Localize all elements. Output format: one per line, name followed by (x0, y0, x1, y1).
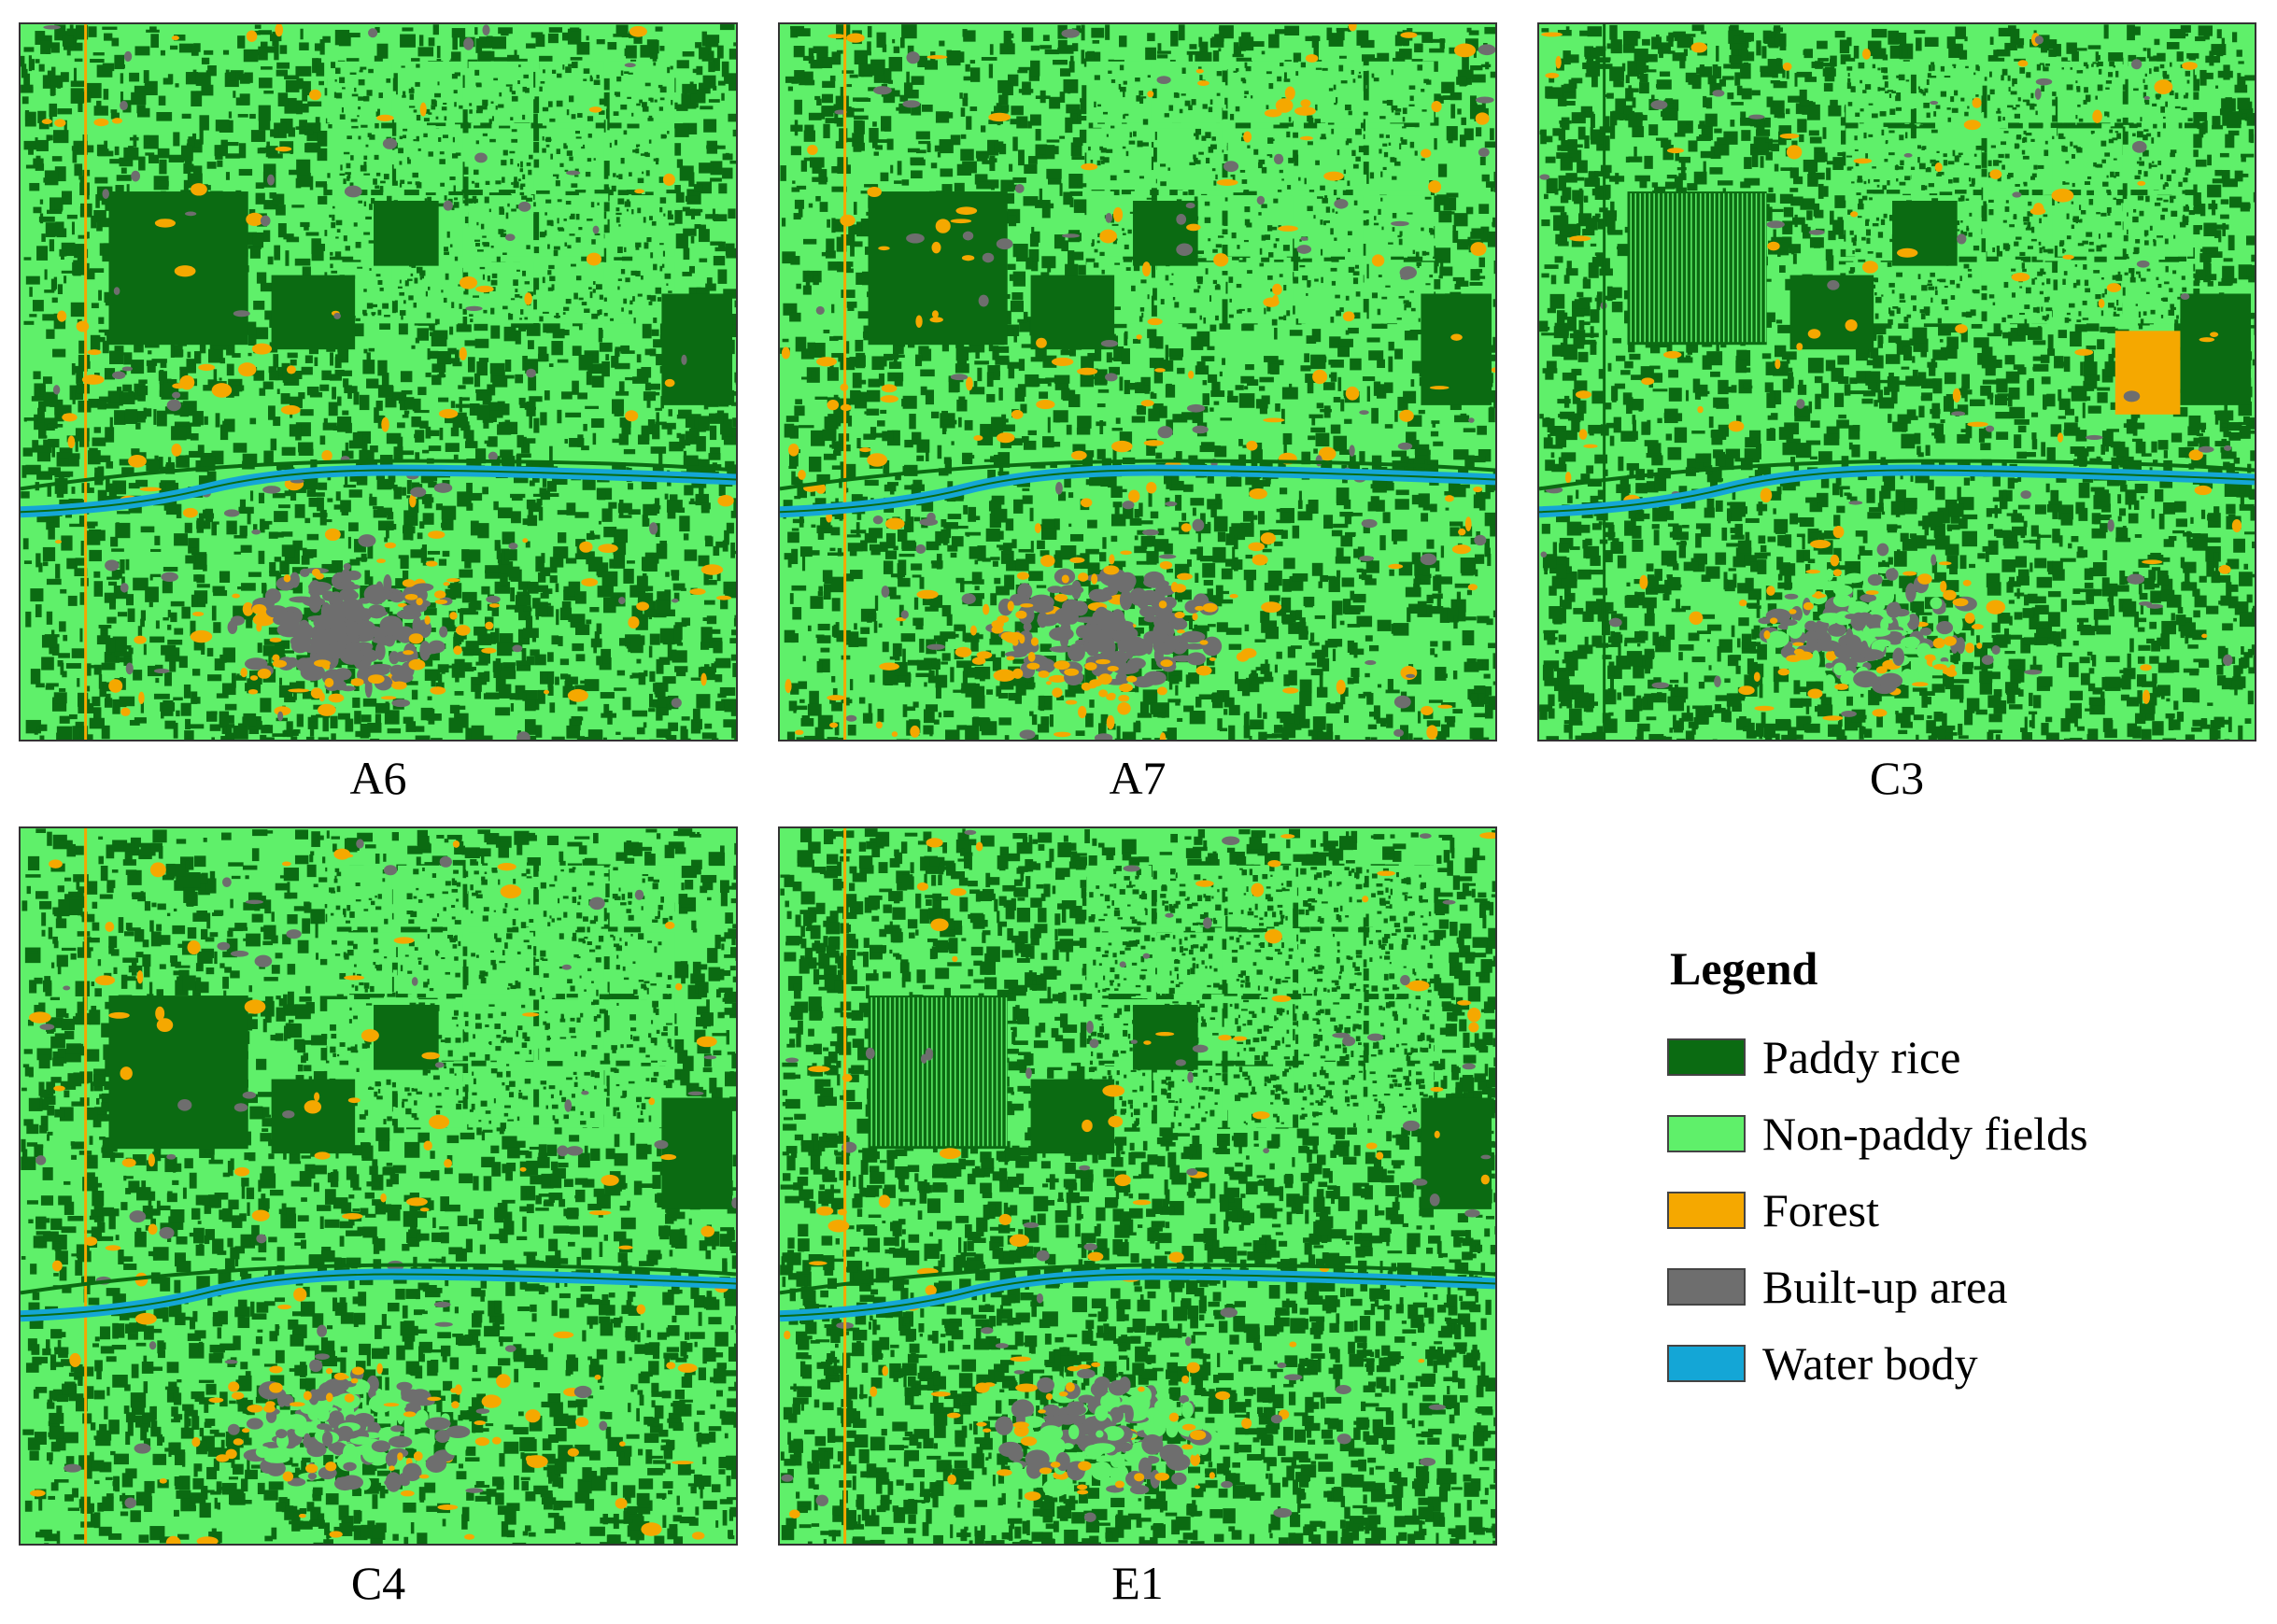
map-panel-a6 (19, 22, 738, 741)
legend-swatch-forest (1667, 1192, 1746, 1229)
map-label-e1: E1 (1111, 1557, 1164, 1609)
legend-title: Legend (1670, 942, 1818, 995)
classification-map-a6 (21, 24, 736, 740)
map-legend: Legend Paddy rice Non-paddy fields Fores… (1667, 943, 2088, 1402)
classification-map-e1 (780, 828, 1495, 1544)
legend-item-forest: Forest (1667, 1172, 2088, 1249)
map-panel-a7 (778, 22, 1497, 741)
legend-item-built-up-area: Built-up area (1667, 1249, 2088, 1325)
legend-label-water-body: Water body (1762, 1337, 1978, 1390)
map-label-a6: A6 (349, 752, 407, 804)
map-label-c4: C4 (350, 1557, 406, 1609)
legend-label-forest: Forest (1762, 1184, 1879, 1236)
map-label-a7: A7 (1109, 752, 1167, 804)
map-panel-e1 (778, 826, 1497, 1546)
legend-label-paddy-rice: Paddy rice (1762, 1031, 1961, 1083)
map-panel-c3 (1537, 22, 2256, 741)
legend-label-non-paddy-fields: Non-paddy fields (1762, 1108, 2088, 1160)
legend-item-non-paddy-fields: Non-paddy fields (1667, 1095, 2088, 1172)
map-panel-c4 (19, 826, 738, 1546)
legend-item-paddy-rice: Paddy rice (1667, 1019, 2088, 1095)
legend-swatch-water-body (1667, 1345, 1746, 1382)
legend-item-water-body: Water body (1667, 1325, 2088, 1402)
classification-map-c4 (21, 828, 736, 1544)
classification-map-a7 (780, 24, 1495, 740)
map-label-c3: C3 (1869, 752, 1925, 804)
legend-swatch-paddy-rice (1667, 1038, 1746, 1076)
classification-map-c3 (1539, 24, 2255, 740)
legend-swatch-non-paddy-fields (1667, 1115, 1746, 1152)
legend-label-built-up-area: Built-up area (1762, 1261, 2008, 1313)
legend-swatch-built-up-area (1667, 1268, 1746, 1306)
